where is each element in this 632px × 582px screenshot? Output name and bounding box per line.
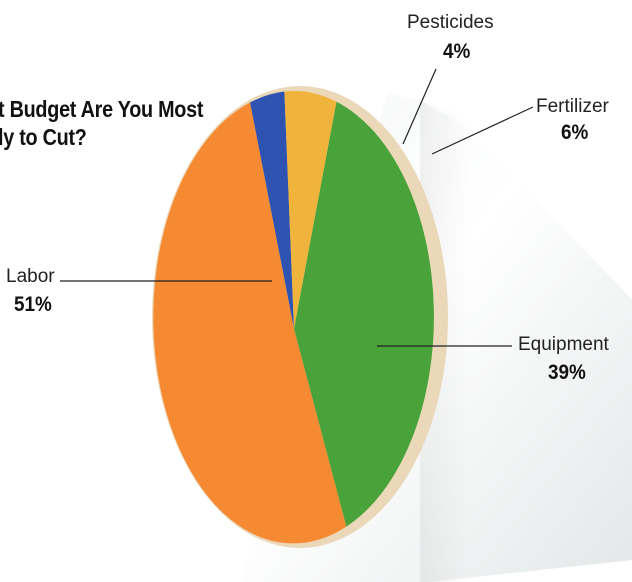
label-fertilizer: Fertilizer xyxy=(536,96,609,117)
label-pesticides: Pesticides xyxy=(407,12,494,33)
label-labor: Labor xyxy=(6,266,55,287)
slice-fertilizer xyxy=(284,90,337,329)
chart-title-line-2: ly to Cut? xyxy=(0,124,87,150)
label-equipment: Equipment xyxy=(518,334,609,355)
pie-slices xyxy=(153,90,434,544)
leader-pesticides xyxy=(402,68,437,145)
pct-labor: 51% xyxy=(14,293,52,316)
chart-title-line-1: t Budget Are You Most xyxy=(0,96,204,122)
pct-pesticides: 4% xyxy=(443,40,471,63)
slice-labor xyxy=(153,102,347,544)
slice-pesticides xyxy=(250,91,294,329)
pct-fertilizer: 6% xyxy=(561,121,589,144)
leader-fertilizer xyxy=(431,106,534,155)
pct-equipment: 39% xyxy=(548,361,586,384)
slice-equipment xyxy=(294,101,434,527)
